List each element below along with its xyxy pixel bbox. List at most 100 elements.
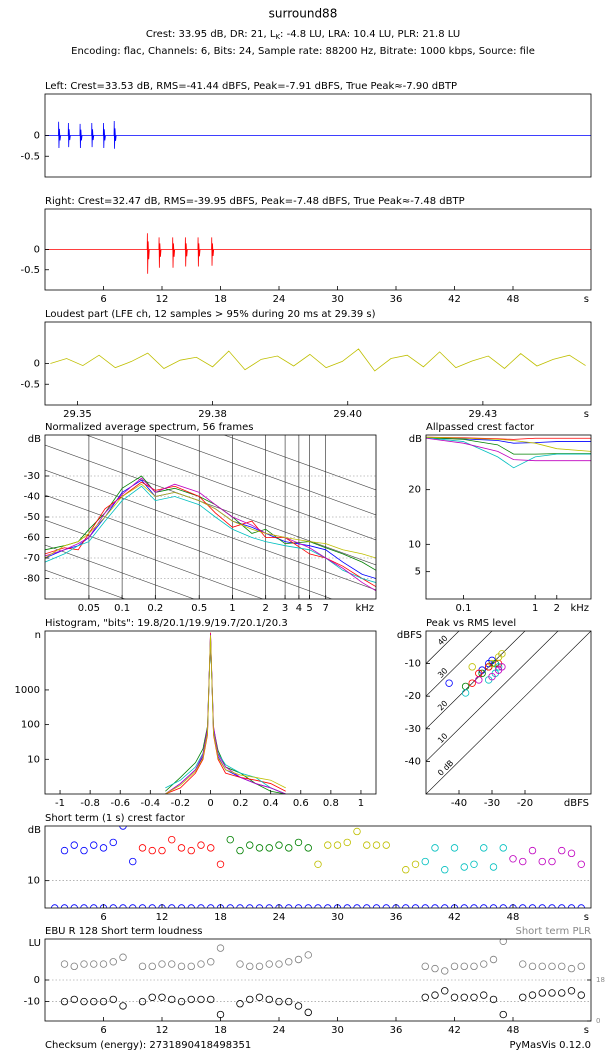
point — [538, 989, 546, 997]
plot-frame — [44, 825, 592, 909]
plot-area — [45, 233, 591, 274]
plot-frame — [44, 630, 377, 795]
point — [499, 904, 507, 908]
x-unit: s — [584, 409, 589, 420]
point — [382, 904, 390, 908]
series-line — [45, 483, 376, 559]
point — [255, 993, 264, 1001]
series-line — [165, 636, 286, 794]
series-line — [45, 475, 376, 571]
y-tick-label: -10 — [405, 659, 421, 670]
crest-label: 30 — [436, 666, 450, 680]
x-tick-label: 42 — [448, 294, 461, 305]
point — [499, 1010, 507, 1019]
y-tick-label: -20 — [405, 691, 421, 702]
point — [468, 663, 476, 671]
panel-title: Allpassed crest factor — [426, 422, 535, 433]
point — [445, 679, 453, 687]
x-tick-label: 36 — [390, 1025, 403, 1036]
point — [138, 904, 147, 908]
point — [148, 904, 156, 908]
point — [90, 904, 98, 908]
point — [509, 855, 517, 863]
point — [431, 844, 439, 852]
x-tick-label: 24 — [273, 912, 286, 923]
point — [441, 866, 449, 874]
point — [353, 827, 361, 836]
point — [90, 960, 98, 968]
point — [461, 689, 470, 697]
x-tick-label: 6 — [100, 294, 106, 305]
point — [294, 838, 303, 847]
point — [475, 676, 483, 684]
crest-label: 20 — [436, 699, 450, 713]
point — [528, 904, 537, 908]
point — [99, 844, 108, 852]
point — [461, 682, 470, 691]
point — [480, 904, 488, 908]
point — [60, 997, 69, 1006]
x-tick-label: 30 — [331, 1025, 344, 1036]
point — [499, 939, 507, 945]
point — [60, 904, 69, 908]
point — [480, 991, 488, 999]
point — [109, 995, 117, 1004]
y-tick-label: 10 — [27, 876, 40, 887]
point — [99, 997, 108, 1006]
point — [275, 960, 283, 968]
x-tick-label: 30 — [331, 294, 344, 305]
crest-line — [426, 631, 460, 664]
x-tick-label: 0.2 — [147, 603, 163, 614]
series-line — [45, 233, 591, 274]
point — [548, 962, 556, 971]
point — [577, 962, 585, 971]
plot-area — [50, 348, 586, 372]
point — [60, 960, 69, 968]
point — [411, 860, 420, 868]
point — [80, 960, 88, 968]
y-tick-label: 10 — [27, 754, 40, 765]
point — [519, 993, 527, 1001]
point — [372, 904, 381, 908]
x-unit: dBFS — [564, 798, 589, 809]
point — [168, 904, 176, 908]
y-unit: LU — [29, 938, 41, 949]
point — [226, 904, 234, 908]
y-tick-label: -10 — [24, 997, 40, 1008]
series-line — [45, 477, 376, 592]
point — [421, 993, 429, 1001]
point — [519, 857, 527, 866]
point — [577, 860, 585, 868]
point — [528, 962, 537, 971]
y-tick-label: 20 — [408, 485, 421, 496]
point — [577, 904, 585, 908]
point — [488, 659, 496, 668]
point — [70, 841, 78, 849]
point — [158, 993, 166, 1001]
x-tick-label: 0.2 — [233, 798, 249, 809]
point — [577, 991, 585, 999]
point — [567, 904, 576, 908]
point — [80, 846, 88, 855]
point — [226, 835, 234, 844]
point — [294, 1002, 303, 1010]
x-tick-label: 36 — [390, 294, 403, 305]
point — [129, 857, 137, 866]
point — [558, 962, 566, 971]
point — [548, 989, 556, 997]
point — [460, 863, 468, 871]
y-tick-label: -80 — [24, 574, 40, 585]
point — [294, 904, 303, 908]
point — [148, 962, 156, 971]
plot-frame — [425, 630, 592, 795]
x-unit: s — [584, 912, 589, 923]
x-tick-label: 0.1 — [456, 603, 472, 614]
x-tick-label: 2 — [554, 603, 560, 614]
point — [478, 669, 486, 678]
plot-area — [165, 632, 286, 794]
x-tick-label: 0.6 — [293, 798, 309, 809]
point — [275, 997, 283, 1006]
point — [177, 997, 186, 1006]
point — [528, 846, 537, 855]
point — [402, 904, 410, 908]
